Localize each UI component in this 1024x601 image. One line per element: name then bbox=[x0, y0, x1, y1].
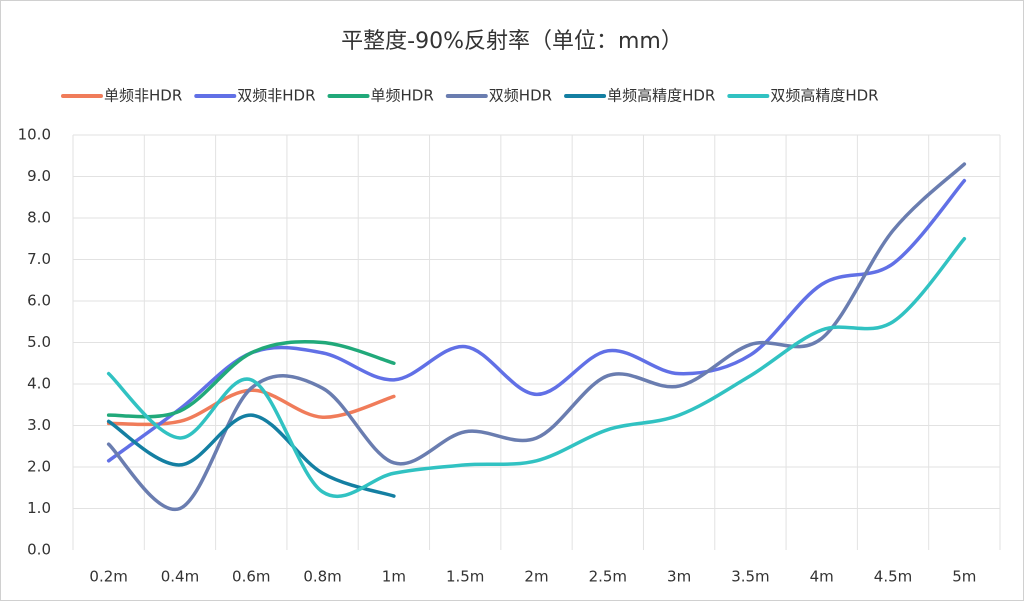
y-tick-label: 0.0 bbox=[27, 541, 51, 559]
x-tick-label: 2.5m bbox=[589, 568, 627, 586]
legend-label: 单频HDR bbox=[371, 87, 434, 105]
y-tick-label: 3.0 bbox=[27, 416, 51, 434]
x-tick-label: 5m bbox=[952, 568, 976, 586]
x-tick-label: 1.5m bbox=[446, 568, 484, 586]
x-tick-label: 0.4m bbox=[161, 568, 199, 586]
legend-label: 单频高精度HDR bbox=[607, 87, 715, 105]
x-tick-label: 0.8m bbox=[303, 568, 341, 586]
y-tick-label: 7.0 bbox=[27, 250, 51, 268]
y-tick-label: 10.0 bbox=[18, 126, 51, 144]
y-tick-label: 6.0 bbox=[27, 292, 51, 310]
y-tick-label: 4.0 bbox=[27, 375, 51, 393]
y-tick-label: 9.0 bbox=[27, 167, 51, 185]
legend-label: 双频高精度HDR bbox=[770, 87, 878, 105]
x-tick-label: 1m bbox=[382, 568, 406, 586]
legend-label: 单频非HDR bbox=[104, 87, 182, 105]
x-tick-label: 0.6m bbox=[232, 568, 270, 586]
legend-label: 双频HDR bbox=[489, 87, 552, 105]
y-tick-label: 2.0 bbox=[27, 458, 51, 476]
x-tick-label: 4m bbox=[810, 568, 834, 586]
series-line bbox=[106, 162, 967, 512]
series-line bbox=[106, 237, 967, 499]
x-tick-label: 0.2m bbox=[89, 568, 127, 586]
chart-title: 平整度-90%反射率（单位：mm） bbox=[341, 29, 683, 54]
legend-label: 双频非HDR bbox=[237, 87, 315, 105]
x-tick-label: 2m bbox=[524, 568, 548, 586]
x-tick-label: 4.5m bbox=[874, 568, 912, 586]
series-line bbox=[106, 340, 396, 419]
y-tick-label: 5.0 bbox=[27, 333, 51, 351]
y-tick-label: 8.0 bbox=[27, 209, 51, 227]
y-tick-label: 1.0 bbox=[27, 499, 51, 517]
series-line bbox=[106, 413, 396, 498]
x-tick-label: 3.5m bbox=[731, 568, 769, 586]
x-tick-label: 3m bbox=[667, 568, 691, 586]
